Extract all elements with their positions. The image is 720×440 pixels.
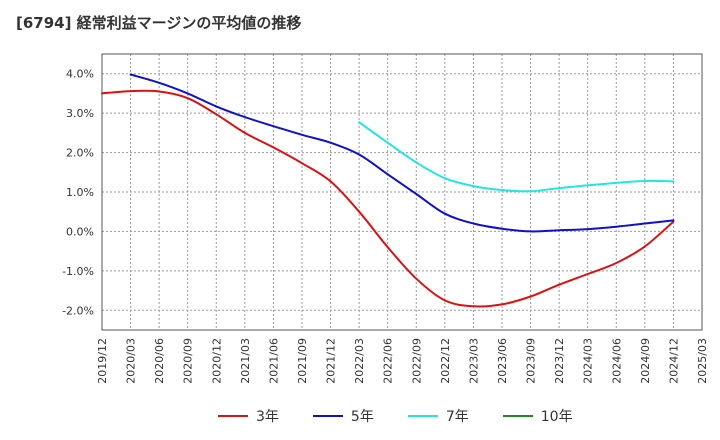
- legend-swatch: [502, 415, 533, 417]
- x-tick-label: 2023/06: [496, 338, 509, 384]
- x-tick-label: 2023/03: [467, 338, 480, 384]
- x-tick-label: 2020/03: [125, 338, 138, 384]
- x-tick-label: 2025/03: [696, 338, 709, 384]
- y-tick-label: 3.0%: [66, 107, 94, 120]
- x-tick-label: 2024/06: [610, 338, 623, 384]
- x-tick-label: 2019/12: [96, 338, 109, 384]
- series-line-1: [101, 89, 675, 308]
- legend-label: 5年: [350, 409, 374, 425]
- y-tick-label: -1.0%: [62, 265, 94, 278]
- x-tick-label: 2024/12: [667, 338, 680, 384]
- legend-item: 10年: [502, 406, 573, 426]
- x-tick-label: 2021/03: [239, 338, 252, 384]
- y-tick-label: 4.0%: [66, 68, 94, 81]
- legend-item: 5年: [312, 406, 374, 426]
- y-tick-label: -2.0%: [62, 304, 94, 317]
- legend-swatch: [407, 415, 438, 417]
- legend-label: 7年: [445, 409, 469, 425]
- x-tick-label: 2020/12: [210, 338, 223, 384]
- x-tick-label: 2021/06: [267, 338, 280, 384]
- legend-swatch: [312, 415, 343, 417]
- x-tick-label: 2020/09: [182, 338, 195, 384]
- x-tick-label: 2022/03: [353, 338, 366, 384]
- y-tick-label: 2.0%: [66, 147, 94, 160]
- legend-label: 3年: [256, 409, 279, 425]
- y-tick-label: 1.0%: [66, 186, 94, 199]
- x-tick-label: 2023/12: [553, 338, 566, 384]
- x-tick-label: 2022/06: [382, 338, 395, 384]
- x-tick-label: 2024/09: [639, 338, 652, 384]
- series-line-2: [129, 73, 675, 233]
- chart-title: [6794] 経常利益マージンの平均値の推移: [16, 14, 302, 32]
- legend-item: 7年: [407, 406, 469, 426]
- legend: 3年 5年 7年 10年: [218, 404, 607, 428]
- plot-frame: [101, 53, 703, 331]
- legend-swatch: [218, 415, 248, 417]
- legend-item: 3年: [218, 406, 279, 426]
- x-tick-label: 2021/09: [296, 338, 309, 384]
- y-tick-label: 0.0%: [66, 225, 94, 238]
- x-tick-label: 2024/03: [582, 338, 595, 384]
- x-tick-label: 2022/12: [439, 338, 452, 384]
- x-tick-label: 2020/06: [153, 338, 166, 384]
- x-tick-label: 2021/12: [325, 338, 338, 384]
- legend-label: 10年: [540, 409, 573, 425]
- series-line-3: [358, 121, 675, 193]
- x-tick-label: 2022/09: [410, 338, 423, 384]
- x-tick-label: 2023/09: [525, 338, 538, 384]
